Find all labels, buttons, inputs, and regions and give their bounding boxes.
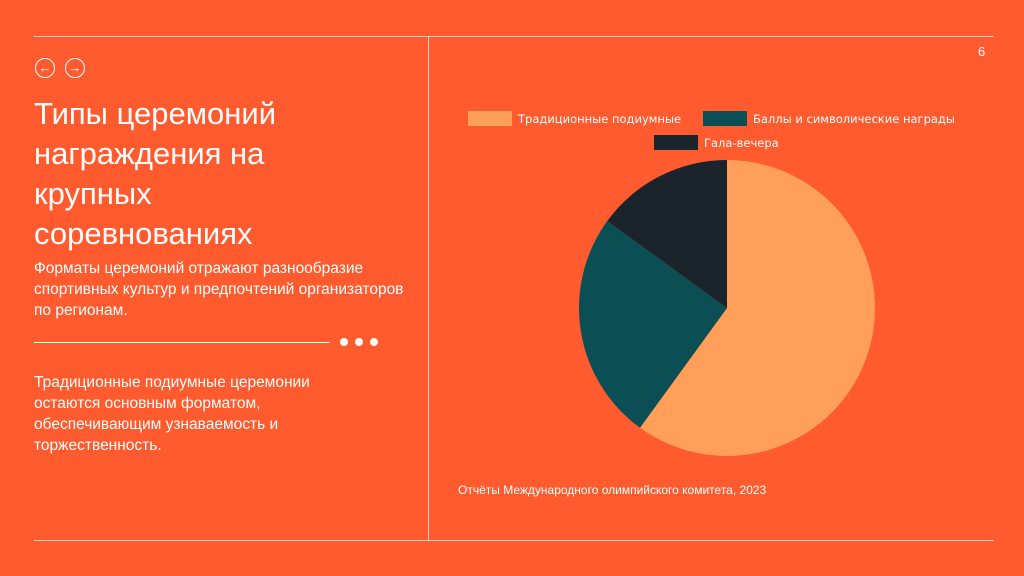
legend-label: Традиционные подиумные	[518, 111, 682, 126]
legend-item: Традиционные подиумные	[468, 111, 681, 126]
subtitle: Форматы церемоний отражают разнообразие …	[34, 260, 404, 319]
pie-slice-2	[579, 221, 727, 428]
dot-icon	[370, 338, 378, 346]
section-divider	[34, 342, 330, 343]
column-divider	[428, 36, 429, 540]
dot-icon	[355, 338, 363, 346]
body-text: Традиционные подиумные церемонии остаютс…	[34, 374, 310, 454]
legend-swatch	[468, 111, 512, 126]
legend-label: Гала-вечера	[704, 135, 779, 150]
legend-swatch	[703, 111, 747, 126]
legend-label: Баллы и символические награды	[753, 111, 955, 126]
bottom-divider	[34, 540, 994, 541]
pie-slice-1	[640, 160, 875, 456]
page-title: Типы церемоний награждения на крупных со…	[34, 96, 277, 251]
dot-icon	[340, 338, 348, 346]
top-divider	[34, 36, 994, 37]
pie-slice-3	[607, 160, 727, 308]
legend-item: Гала-вечера	[654, 135, 779, 150]
source-note: Отчёты Международного олимпийского комит…	[458, 483, 767, 497]
page-number: 6	[978, 44, 986, 59]
legend-swatch	[654, 135, 698, 150]
legend-item: Баллы и символические награды	[703, 111, 955, 126]
back-arrow-icon[interactable]: ←	[35, 58, 55, 78]
forward-arrow-icon[interactable]: →	[65, 58, 85, 78]
